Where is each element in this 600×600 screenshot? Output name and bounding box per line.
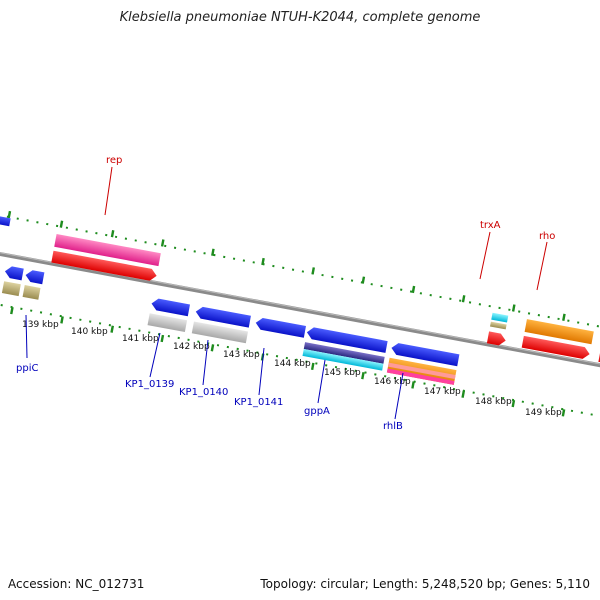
gene-label-KP1_0140[interactable]: KP1_0140 [179,387,228,398]
gene-feature-rho[interactable] [521,335,591,360]
kbp-label: 141 kbp [122,334,159,344]
kbp-label: 143 kbp [223,350,260,360]
gene-label-ppiC[interactable]: ppiC [16,363,38,374]
gene-feature[interactable] [0,215,11,227]
gene-feature-gppA[interactable] [306,326,388,353]
gene-label-gppA[interactable]: gppA [304,406,330,417]
gene-feature-KP1_0139-gray[interactable] [147,313,188,332]
gene-feature-rho-cds[interactable] [524,319,594,345]
gene-label-rho[interactable]: rho [539,231,555,242]
gene-feature-ppiC-olive-b[interactable] [22,285,41,300]
kbp-label: 148 kbp [475,397,512,407]
gene-label-trxA[interactable]: trxA [480,220,501,231]
gene-feature-rep-cds[interactable] [54,233,161,267]
gene-label-KP1_0141[interactable]: KP1_0141 [234,397,283,408]
gene-feature-rhlB[interactable] [390,342,460,367]
bottom-gene-labels: ppiC KP1_0139 KP1_0140 KP1_0141 gppA rhl… [16,314,404,432]
kbp-label: 149 kbp [525,408,562,418]
gene-label-KP1_0139[interactable]: KP1_0139 [125,379,174,390]
gene-feature-rep[interactable] [51,250,157,282]
genome-summary-text: Topology: circular; Length: 5,248,520 bp… [260,577,590,591]
genome-track [0,210,600,421]
gene-feature-KP1_0140[interactable] [195,306,251,328]
kbp-label: 144 kbp [274,359,311,369]
kbp-label: 146 kbp [374,377,411,387]
gene-feature-KP1_0139[interactable] [150,298,190,317]
kbp-label: 140 kbp [71,327,108,337]
upper-tick-ruler [6,215,600,335]
lower-tick-ruler [0,302,600,421]
kbp-label: 147 kbp [424,387,461,397]
gene-label-rep[interactable]: rep [106,155,122,166]
forward-genes [0,215,600,372]
accession-text: Accession: NC_012731 [8,577,145,591]
gene-feature-ppiC-olive-a[interactable] [1,281,21,297]
genome-backbone [0,248,600,373]
gene-feature-trxA-cds[interactable] [491,312,509,323]
gene-feature-KP1_0140-gray[interactable] [191,321,249,344]
gene-feature-gppA-cyan[interactable] [302,348,384,371]
gene-feature-ppiC-a[interactable] [4,265,24,281]
gene-feature-trxA[interactable] [486,331,507,346]
kbp-labels: 139 kbp 140 kbp 141 kbp 142 kbp 143 kbp … [22,320,562,418]
gene-feature-trxA-olive[interactable] [489,321,507,330]
gene-feature-KP1_0141[interactable] [255,317,307,338]
gene-feature-gppA-purple[interactable] [303,342,385,364]
top-gene-labels: rep trxA rho [104,155,555,291]
kbp-label: 145 kbp [324,368,361,378]
page-title: Klebsiella pneumoniae NTUH-K2044, comple… [119,10,481,25]
upper-major-ticks [7,210,566,321]
gene-label-rhlB[interactable]: rhlB [383,421,403,432]
kbp-label: 142 kbp [173,342,210,352]
gene-feature-ppiC-b[interactable] [25,269,45,285]
kbp-label: 139 kbp [22,320,59,330]
reverse-genes [1,265,460,385]
